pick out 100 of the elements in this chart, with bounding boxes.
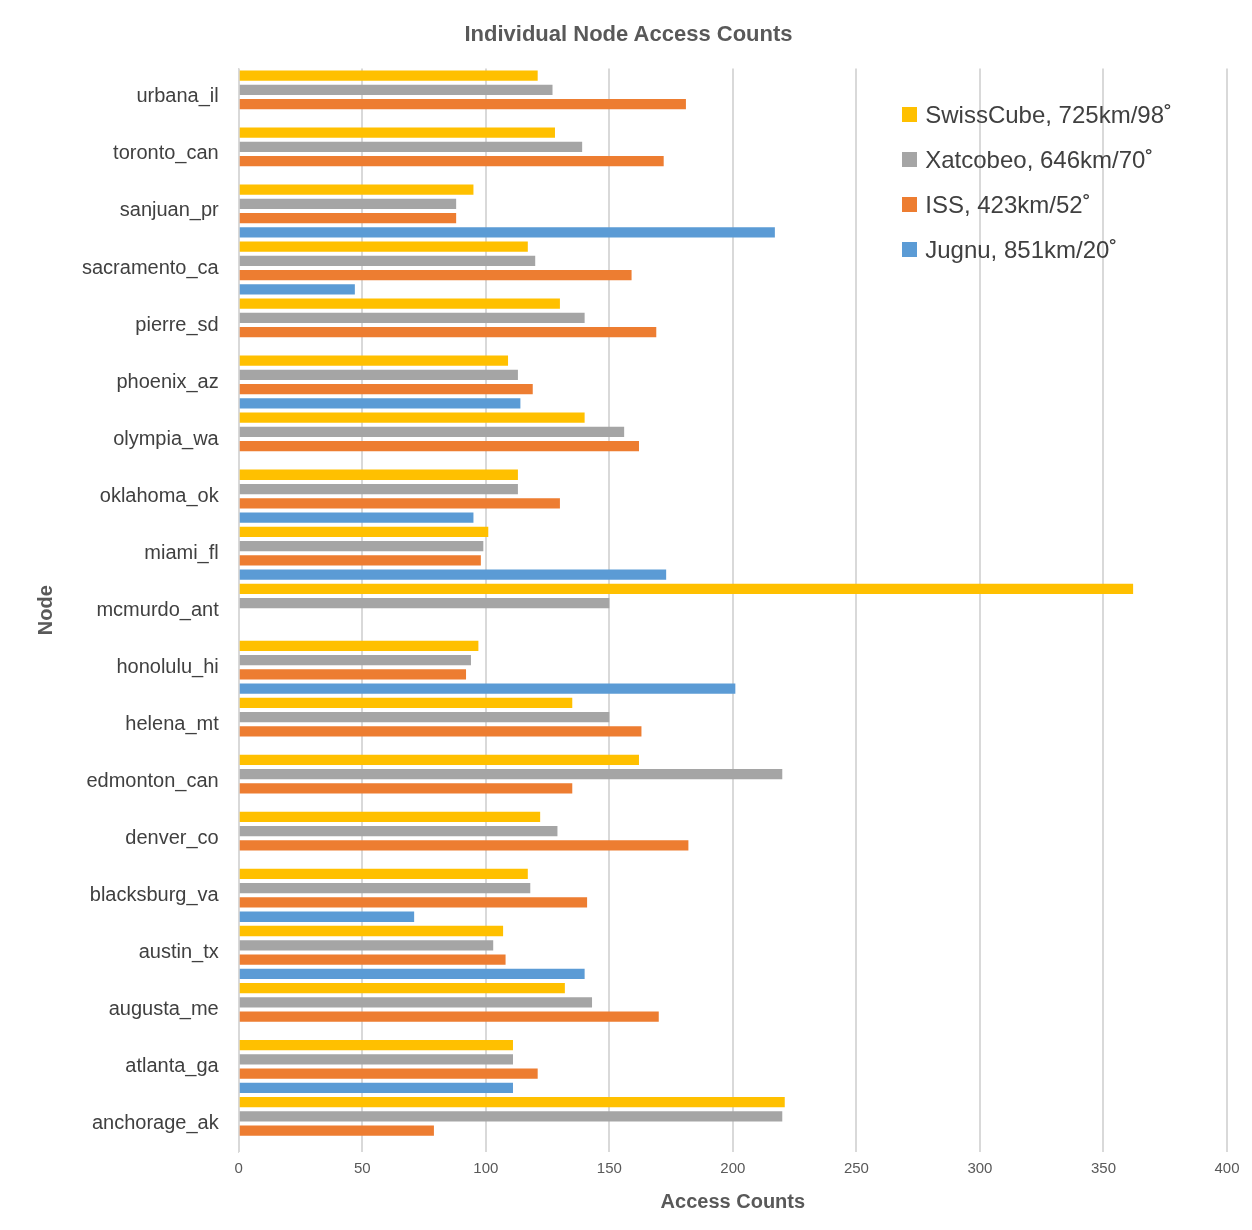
bar: [239, 198, 457, 209]
bar: [239, 441, 639, 452]
bar: [239, 483, 518, 495]
x-tick-label: 250: [843, 1159, 869, 1177]
legend-label: SwissCube, 725km/98˚: [925, 100, 1172, 129]
y-tick-label: toronto_can: [113, 141, 219, 165]
x-tick-label: 400: [1214, 1159, 1240, 1177]
y-tick-label: urbana_il: [136, 84, 219, 108]
bar: [239, 712, 610, 723]
bar: [239, 141, 583, 152]
bar: [239, 369, 518, 381]
bar: [239, 683, 736, 694]
bar: [239, 1096, 785, 1108]
bar: [239, 512, 474, 523]
bar: [239, 98, 686, 110]
bar: [239, 997, 593, 1008]
bar: [239, 697, 573, 709]
bar: [239, 526, 489, 537]
bar: [239, 911, 415, 922]
bar: [239, 1011, 659, 1022]
bar: [239, 925, 504, 937]
bar: [239, 597, 610, 609]
bar: [239, 654, 471, 666]
bar: [239, 70, 538, 81]
bar: [239, 398, 521, 409]
y-tick-label: phoenix_az: [116, 369, 219, 393]
bar: [239, 127, 555, 138]
legend-label: ISS, 423km/52˚: [925, 190, 1091, 219]
bar: [239, 84, 553, 95]
bar: [239, 184, 474, 195]
y-tick-label: pierre_sd: [135, 312, 219, 336]
bar: [239, 811, 541, 823]
x-axis-title: Access Counts: [660, 1189, 806, 1212]
bar: [239, 255, 536, 267]
bar: [239, 968, 585, 979]
y-tick-label: edmonton_can: [86, 768, 219, 792]
x-tick-label: 350: [1090, 1159, 1116, 1177]
bar: [239, 327, 657, 338]
y-axis-title: Node: [33, 585, 56, 636]
bar: [239, 1111, 783, 1122]
bar: [239, 769, 783, 780]
bar: [239, 555, 481, 566]
y-tick-label: miami_fl: [144, 540, 219, 564]
y-tick-label: sanjuan_pr: [119, 198, 220, 222]
y-tick-label: sacramento_ca: [81, 255, 220, 279]
bar: [239, 155, 664, 167]
bar: [239, 312, 585, 324]
bar: [239, 426, 625, 438]
bar: [239, 1082, 513, 1093]
x-tick-label: 100: [473, 1159, 499, 1177]
bar: [239, 284, 355, 295]
y-tick-label: atlanta_ga: [125, 1053, 220, 1077]
chart-title: Individual Node Access Counts: [464, 21, 793, 47]
bar: [239, 640, 479, 651]
bar: [239, 754, 639, 766]
bar: [239, 469, 518, 480]
x-tick-label: 50: [353, 1159, 371, 1177]
bar: [239, 540, 484, 552]
y-tick-label: anchorage_ak: [91, 1111, 220, 1134]
bar: [239, 212, 457, 224]
bar: [239, 355, 509, 366]
bar: [239, 826, 558, 837]
y-tick-label: mcmurdo_ant: [96, 597, 220, 621]
y-tick-label: helena_mt: [125, 711, 220, 735]
y-tick-label: honolulu_hi: [116, 654, 219, 678]
bar: [239, 726, 642, 737]
bar: [239, 868, 528, 880]
bar: [239, 669, 467, 680]
y-tick-label: austin_tx: [138, 939, 219, 963]
bar: [239, 270, 632, 281]
legend-label: Jugnu, 851km/20˚: [925, 235, 1118, 264]
bar: [239, 241, 528, 252]
bar: [239, 982, 565, 994]
bar: [239, 569, 667, 580]
bar: [239, 883, 531, 894]
bar: [239, 298, 560, 309]
bar: [239, 412, 585, 423]
bar: [239, 840, 689, 851]
x-tick-label: 200: [720, 1159, 746, 1177]
bar: [239, 897, 588, 908]
bar: [239, 783, 573, 794]
y-tick-label: blacksburg_va: [89, 882, 220, 906]
legend-label: Xatcobeo, 646km/70˚: [925, 145, 1154, 174]
bar: [239, 384, 533, 395]
bar: [239, 1068, 538, 1079]
bar: [239, 940, 494, 951]
bar: [239, 1125, 434, 1136]
x-tick-label: 150: [596, 1159, 622, 1177]
bar: [239, 954, 506, 965]
x-tick-label: 0: [234, 1159, 243, 1177]
bar: [239, 498, 560, 509]
y-tick-label: augusta_me: [108, 996, 219, 1020]
x-tick-label: 300: [967, 1159, 993, 1177]
bar: [239, 1054, 513, 1065]
bar: [239, 1039, 513, 1051]
y-tick-label: olympia_wa: [113, 426, 220, 450]
bar: [239, 583, 1134, 594]
y-tick-label: denver_co: [125, 825, 219, 849]
y-tick-label: oklahoma_ok: [99, 483, 220, 507]
bar: [239, 227, 775, 238]
